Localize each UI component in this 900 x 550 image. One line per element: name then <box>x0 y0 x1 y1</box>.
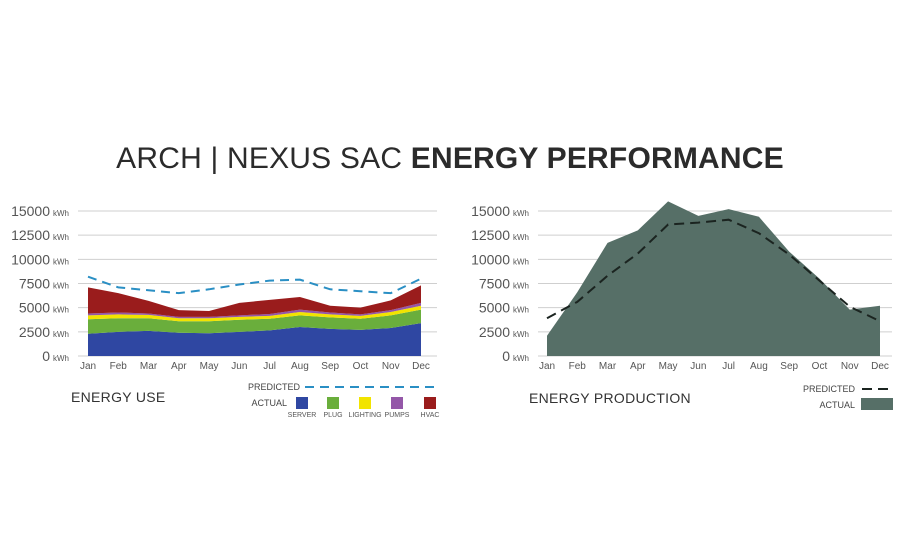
y-tick-unit: kWh <box>513 282 529 291</box>
x-tick-label: Nov <box>382 361 400 372</box>
predicted-line <box>87 275 422 295</box>
area-lighting <box>88 305 421 322</box>
legend-swatch-pumps <box>391 397 403 409</box>
y-tick-label: 7500 <box>479 276 510 292</box>
x-tick-label: Aug <box>291 361 309 372</box>
legend-label-hvac: HVAC <box>421 412 440 419</box>
y-tick-label: 12500 <box>11 227 50 243</box>
x-tick-label: Aug <box>750 361 768 372</box>
x-tick-label: Jun <box>231 361 247 372</box>
y-tick-label: 15000 <box>11 203 50 219</box>
y-tick-unit: kWh <box>53 306 69 315</box>
page-title: ARCH | NEXUS SAC ENERGY PERFORMANCE <box>0 142 900 176</box>
area-server <box>88 323 421 356</box>
legend-label-plug: PLUG <box>323 412 342 419</box>
x-tick-label: May <box>200 361 219 372</box>
x-tick-label: Oct <box>353 361 369 372</box>
legend-actual-label: ACTUAL <box>251 398 287 408</box>
x-tick-label: Nov <box>841 361 859 372</box>
legend-label-server: SERVER <box>288 412 317 419</box>
legend-label-pumps: PUMPS <box>385 412 410 419</box>
legend-predicted-label: PREDICTED <box>803 384 856 394</box>
y-tick-unit: kWh <box>513 306 529 315</box>
y-tick-unit: kWh <box>513 233 529 242</box>
y-tick-label: 2500 <box>19 324 50 340</box>
x-tick-label: Feb <box>110 361 128 372</box>
y-tick-unit: kWh <box>513 209 529 218</box>
y-tick-label: 5000 <box>479 300 510 316</box>
y-tick-unit: kWh <box>53 330 69 339</box>
x-tick-label: Dec <box>412 361 430 372</box>
x-tick-label: Jul <box>263 361 276 372</box>
x-tick-label: Jan <box>80 361 96 372</box>
x-tick-label: May <box>659 361 678 372</box>
legend-actual-swatch <box>861 398 893 410</box>
x-tick-label: Mar <box>599 361 617 372</box>
legend-swatch-server <box>296 397 308 409</box>
legend-swatch-lighting <box>359 397 371 409</box>
predicted-line <box>546 218 881 323</box>
y-tick-unit: kWh <box>53 354 69 363</box>
y-tick-label: 10000 <box>471 251 510 267</box>
chart-label: ENERGY PRODUCTION <box>529 390 691 406</box>
y-tick-unit: kWh <box>53 282 69 291</box>
x-tick-label: Jul <box>722 361 735 372</box>
x-tick-label: Oct <box>812 361 828 372</box>
title-normal: ARCH | NEXUS SAC <box>116 142 403 175</box>
y-tick-label: 12500 <box>471 227 510 243</box>
y-tick-label: 0 <box>42 348 50 364</box>
x-tick-label: Dec <box>871 361 889 372</box>
x-tick-label: Jan <box>539 361 555 372</box>
y-tick-unit: kWh <box>53 233 69 242</box>
legend-label-lighting: LIGHTING <box>348 412 381 419</box>
x-tick-label: Apr <box>630 361 646 372</box>
chart-label: ENERGY USE <box>71 389 166 405</box>
x-tick-label: Sep <box>321 361 339 372</box>
y-tick-unit: kWh <box>53 257 69 266</box>
y-tick-label: 2500 <box>479 324 510 340</box>
y-tick-label: 7500 <box>19 276 50 292</box>
y-tick-label: 10000 <box>11 251 50 267</box>
y-tick-unit: kWh <box>513 354 529 363</box>
y-tick-unit: kWh <box>513 257 529 266</box>
y-tick-label: 5000 <box>19 300 50 316</box>
legend-actual-label: ACTUAL <box>819 400 855 410</box>
y-tick-label: 0 <box>502 348 510 364</box>
title-bold: ENERGY PERFORMANCE <box>410 142 784 175</box>
y-tick-unit: kWh <box>53 209 69 218</box>
legend-swatch-plug <box>327 397 339 409</box>
y-tick-unit: kWh <box>513 330 529 339</box>
x-tick-label: Feb <box>569 361 587 372</box>
area-actual <box>547 201 880 356</box>
legend-swatch-hvac <box>424 397 436 409</box>
x-tick-label: Mar <box>140 361 158 372</box>
x-tick-label: Jun <box>690 361 706 372</box>
area-pumps <box>88 302 421 319</box>
x-tick-label: Sep <box>780 361 798 372</box>
y-tick-label: 15000 <box>471 203 510 219</box>
x-tick-label: Apr <box>171 361 187 372</box>
area-hvac <box>88 285 421 317</box>
legend-predicted-label: PREDICTED <box>248 382 301 392</box>
area-plug <box>88 309 421 334</box>
